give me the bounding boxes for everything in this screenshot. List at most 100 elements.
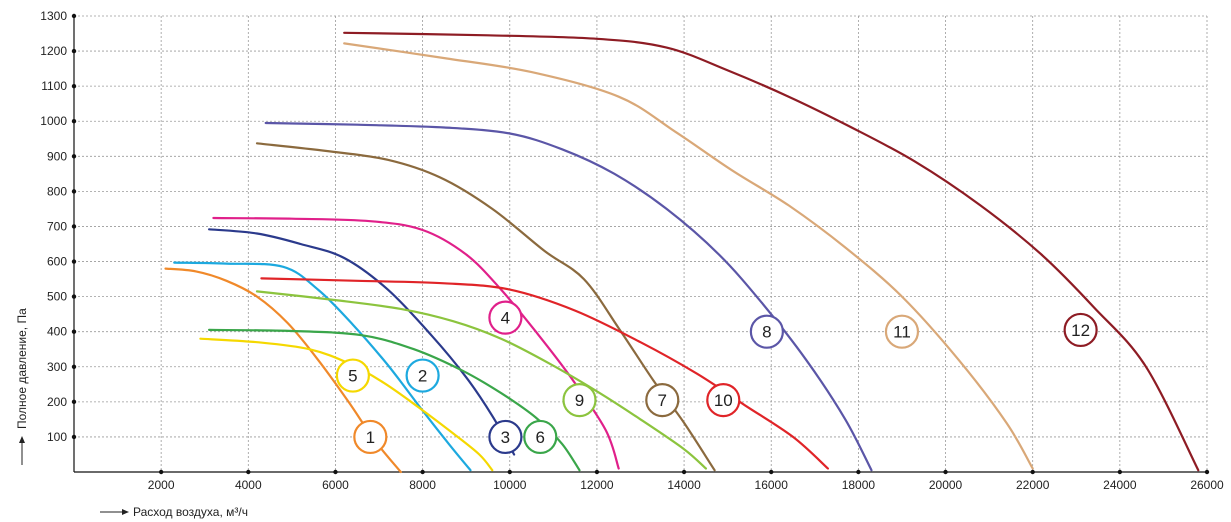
curve-label-circle	[405, 358, 440, 393]
series-line-10	[260, 277, 829, 470]
y-tick-label: 800	[47, 184, 67, 198]
x-tick-label: 18000	[842, 478, 876, 492]
curve-label-3: 3	[488, 419, 523, 455]
y-tick-dot	[71, 294, 77, 299]
curve-label-circle	[1063, 312, 1098, 348]
y-axis-ticks: 100 200 300 400 500 600 700 800 900 1000 1100 1200 1…	[40, 9, 77, 444]
curve-label-number: 1	[366, 428, 375, 447]
grid	[74, 15, 1208, 472]
series-line-3	[208, 228, 516, 456]
y-tick-label: 1000	[40, 114, 67, 128]
y-tick-label: 600	[47, 255, 67, 269]
y-tick-dot	[71, 189, 77, 194]
x-tick-dot	[856, 469, 861, 475]
x-axis-ticks: 2000 4000 6000 8000 10000 12000 14000 16000 1800…	[148, 469, 1224, 492]
curve-label-circle	[884, 314, 920, 349]
y-tick-dot	[71, 83, 77, 89]
curve-label-8: 8	[749, 314, 784, 349]
curve-label-number: 2	[418, 367, 427, 386]
y-tick-dot	[71, 119, 77, 124]
x-tick-label: 16000	[755, 478, 789, 492]
x-tick-label: 4000	[235, 478, 262, 492]
curve-label-circle	[749, 314, 784, 349]
series-line-2	[173, 261, 472, 472]
x-tick-label: 12000	[580, 478, 614, 492]
y-tick-label: 300	[47, 360, 67, 374]
x-tick-dot	[1030, 469, 1035, 475]
y-tick-dot	[71, 329, 77, 334]
x-tick-label: 8000	[409, 478, 436, 492]
curve-label-5: 5	[335, 358, 370, 393]
series-line-7	[255, 142, 716, 472]
curve-label-circle	[353, 419, 388, 455]
curve-label-circle	[488, 300, 523, 335]
curve-label-number: 7	[658, 391, 667, 410]
y-tick-dot	[71, 259, 77, 264]
y-tick-label: 1200	[40, 44, 67, 58]
y-tick-dot	[71, 48, 77, 54]
curve-label-number: 8	[762, 323, 771, 342]
y-axis-title-group: Полное давление, Па	[15, 308, 29, 465]
curve-label-circle	[645, 382, 680, 418]
curve-label-circle	[335, 358, 370, 393]
x-tick-dot	[333, 469, 338, 475]
x-tick-label: 26000	[1190, 478, 1224, 492]
curve-label-6: 6	[523, 419, 558, 455]
curve-label-11: 11	[884, 314, 920, 349]
x-tick-label: 6000	[322, 478, 349, 492]
curve-label-number: 9	[575, 391, 584, 410]
x-tick-label: 2000	[148, 478, 175, 492]
y-tick-dot	[71, 399, 77, 405]
y-tick-dot	[71, 13, 77, 19]
y-tick-label: 400	[47, 325, 67, 339]
series-line-12	[343, 31, 1200, 472]
y-tick-dot	[71, 434, 77, 440]
series-lines	[164, 31, 1200, 474]
y-tick-dot	[71, 364, 77, 369]
x-tick-dot	[246, 469, 251, 475]
curve-label-2: 2	[405, 358, 440, 393]
y-tick-label: 100	[47, 430, 67, 444]
x-tick-dot	[943, 469, 948, 475]
curve-label-circle	[562, 382, 597, 418]
x-tick-dot	[158, 469, 164, 475]
y-tick-label: 700	[47, 219, 67, 233]
series-line-5	[199, 337, 494, 472]
x-tick-dot	[769, 469, 774, 475]
curve-label-number: 4	[501, 309, 510, 328]
curve-label-circle	[523, 419, 558, 455]
x-tick-label: 24000	[1103, 478, 1137, 492]
curve-label-number: 12	[1071, 321, 1090, 340]
curve-label-4: 4	[488, 300, 523, 335]
x-tick-dot	[1204, 469, 1210, 475]
curve-label-1: 1	[353, 419, 388, 455]
curve-label-number: 6	[536, 428, 545, 447]
x-tick-label: 10000	[493, 478, 527, 492]
x-tick-label: 22000	[1016, 478, 1050, 492]
y-tick-label: 1300	[40, 9, 67, 23]
y-tick-label: 500	[47, 290, 67, 304]
y-tick-dot	[71, 154, 77, 159]
x-tick-label: 20000	[929, 478, 963, 492]
curve-label-circle	[706, 382, 741, 418]
y-tick-dot	[71, 224, 77, 229]
x-axis-title: Расход воздуха, м³/ч	[133, 505, 248, 519]
curve-label-number: 10	[714, 391, 733, 410]
series-line-8	[264, 121, 873, 472]
curve-label-number: 3	[501, 428, 510, 447]
x-tick-dot	[420, 469, 425, 475]
y-tick-label: 900	[47, 149, 67, 163]
x-tick-dot	[594, 469, 600, 475]
series-line-9	[255, 290, 707, 470]
y-tick-label: 200	[47, 395, 67, 409]
curve-label-number: 5	[348, 367, 357, 386]
curve-label-10: 10	[706, 382, 741, 418]
x-axis-title-group: Расход воздуха, м³/ч	[100, 505, 248, 519]
series-line-11	[343, 42, 1034, 470]
curve-label-circle	[488, 419, 523, 455]
curve-label-number: 11	[893, 323, 911, 342]
x-tick-dot	[507, 469, 512, 475]
x-tick-dot	[1117, 469, 1123, 475]
